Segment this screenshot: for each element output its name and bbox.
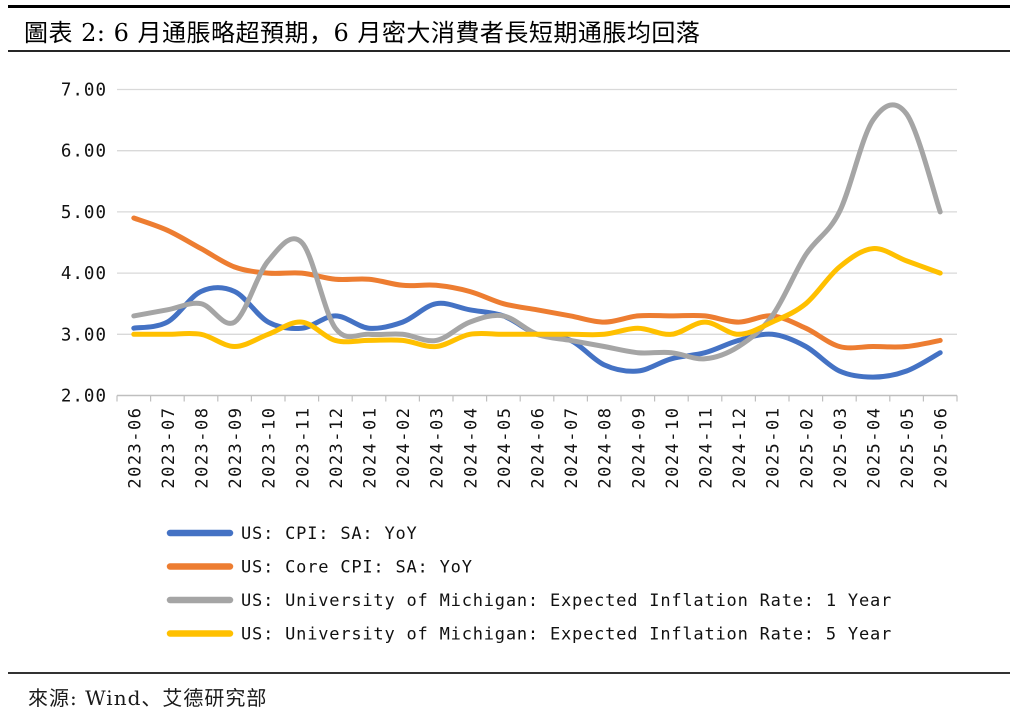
x-tick-label: 2024-04	[461, 407, 481, 489]
x-tick-label: 2024-12	[730, 407, 750, 489]
x-tick-label: 2024-06	[529, 407, 549, 489]
x-tick-label: 2025-03	[831, 407, 851, 489]
x-tick-label: 2025-01	[764, 407, 784, 489]
x-tick-label: 2024-03	[428, 407, 448, 489]
y-tick-label: 2.00	[61, 387, 107, 407]
y-tick-label: 5.00	[61, 203, 107, 223]
x-tick-label: 2023-10	[260, 407, 280, 489]
x-tick-label: 2023-06	[125, 407, 145, 489]
series-lines	[131, 102, 943, 380]
top-rule	[8, 5, 1010, 8]
x-tick-label: 2024-10	[663, 407, 683, 489]
title-underline	[8, 50, 1010, 52]
series-line-1	[131, 215, 943, 351]
x-tick-label: 2024-01	[361, 407, 381, 489]
y-tick-label: 7.00	[61, 81, 107, 101]
y-tick-label: 6.00	[61, 142, 107, 162]
series-line-3	[131, 246, 943, 350]
x-tick-label: 2023-08	[193, 407, 213, 489]
x-tick-label: 2023-11	[293, 407, 313, 489]
x-tick-label: 2025-04	[865, 407, 885, 489]
legend-item: US: CPI: SA: YoY	[166, 524, 418, 544]
x-tick-label: 2024-02	[394, 407, 414, 489]
legend-item: US: University of Michigan: Expected Inf…	[166, 591, 892, 611]
y-tick-label: 3.00	[61, 325, 107, 345]
source-note: 來源: Wind、艾德研究部	[28, 686, 268, 710]
x-tick-label: 2024-07	[562, 407, 582, 489]
legend-item: US: University of Michigan: Expected Inf…	[166, 625, 892, 645]
legend-label: US: Core CPI: SA: YoY	[241, 558, 473, 578]
x-axis-labels: 2023-06 2023-07 2023-08 2023-09 2023-10 2023-…	[125, 407, 951, 489]
x-tick-label: 2024-08	[596, 407, 616, 489]
x-tick-label: 2024-11	[697, 407, 717, 489]
x-tick-marks	[116, 395, 958, 402]
legend-label: US: CPI: SA: YoY	[241, 524, 418, 544]
legend: US: CPI: SA: YoY US: Core CPI: SA: YoY US:…	[166, 524, 892, 645]
x-tick-label: 2025-06	[932, 407, 952, 489]
series-line-2	[131, 102, 943, 362]
y-tick-label: 4.00	[61, 264, 107, 284]
x-tick-label: 2023-09	[226, 407, 246, 489]
figure-title: 圖表 2: 6 月通脹略超預期，6 月密大消費者長短期通脹均回落	[24, 19, 701, 47]
x-tick-label: 2024-05	[495, 407, 515, 489]
x-tick-label: 2025-02	[797, 407, 817, 489]
legend-label: US: University of Michigan: Expected Inf…	[241, 591, 892, 611]
legend-label: US: University of Michigan: Expected Inf…	[241, 625, 892, 645]
x-tick-label: 2025-05	[898, 407, 918, 489]
x-tick-label: 2024-09	[629, 407, 649, 489]
legend-item: US: Core CPI: SA: YoY	[166, 558, 473, 578]
footer-rule	[8, 672, 1010, 674]
x-tick-label: 2023-12	[327, 407, 347, 489]
y-axis-labels: 2.00 3.00 4.00 5.00 6.00 7.00	[61, 81, 107, 407]
x-tick-label: 2023-07	[159, 407, 179, 489]
